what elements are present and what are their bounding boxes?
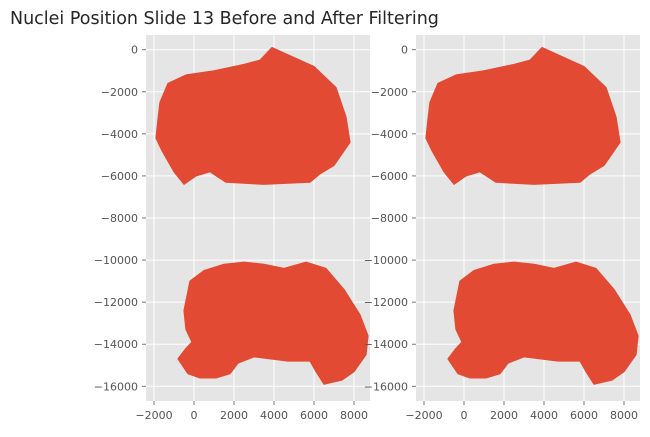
x-tick-label: 2000 bbox=[220, 409, 248, 422]
x-tick-label: 8000 bbox=[610, 409, 638, 422]
y-tick-label: −6000 bbox=[101, 170, 138, 183]
x-tick-label: 0 bbox=[461, 409, 468, 422]
y-tick-label: −10000 bbox=[94, 254, 138, 267]
nuclei-region-upper-section bbox=[425, 47, 621, 185]
y-tick-label: −14000 bbox=[364, 338, 408, 351]
x-tick-label: 4000 bbox=[530, 409, 558, 422]
x-tick-label: −2000 bbox=[405, 409, 442, 422]
scatter-points bbox=[425, 47, 639, 385]
y-tick-label: −12000 bbox=[364, 296, 408, 309]
panel-after: −2000 0 2000 4000 6000 8000 0 −2000 −4000 −6000 −8… bbox=[364, 35, 640, 422]
y-tick-label: −14000 bbox=[94, 338, 138, 351]
y-tick-label: −4000 bbox=[371, 128, 408, 141]
y-tick-label: −10000 bbox=[364, 254, 408, 267]
x-tick-label: 6000 bbox=[300, 409, 328, 422]
scatter-points bbox=[155, 47, 369, 385]
y-tick-label: −2000 bbox=[101, 86, 138, 99]
nuclei-region-lower-section bbox=[447, 261, 639, 385]
x-tick-label: 2000 bbox=[490, 409, 518, 422]
y-tick-label: −4000 bbox=[101, 128, 138, 141]
nuclei-region-lower-section bbox=[177, 261, 369, 385]
x-tick-label: 4000 bbox=[260, 409, 288, 422]
panel-before: −2000 0 2000 4000 6000 8000 0 −2000 −4000 −6000 −8… bbox=[94, 35, 370, 422]
y-tick-label: −12000 bbox=[94, 296, 138, 309]
y-tick-label: −2000 bbox=[371, 86, 408, 99]
y-tick-label: −6000 bbox=[371, 170, 408, 183]
y-tick-label: −8000 bbox=[101, 212, 138, 225]
y-tick-label: 0 bbox=[401, 44, 408, 57]
y-tick-label: −8000 bbox=[371, 212, 408, 225]
y-tick-label: 0 bbox=[131, 44, 138, 57]
figure-title: Nuclei Position Slide 13 Before and Afte… bbox=[10, 9, 439, 29]
x-tick-label: 6000 bbox=[570, 409, 598, 422]
x-tick-label: 0 bbox=[191, 409, 198, 422]
y-tick-label: −16000 bbox=[94, 380, 138, 393]
x-tick-label: −2000 bbox=[135, 409, 172, 422]
nuclei-region-upper-section bbox=[155, 47, 351, 185]
x-tick-label: 8000 bbox=[340, 409, 368, 422]
y-tick-label: −16000 bbox=[364, 380, 408, 393]
